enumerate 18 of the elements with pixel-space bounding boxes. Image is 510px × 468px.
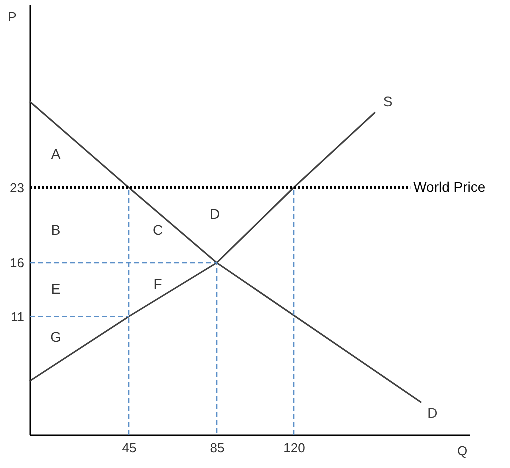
annotation: C: [152, 222, 164, 238]
y-axis-title: P: [8, 10, 17, 24]
annotation: F: [154, 276, 162, 292]
annotation: E: [51, 281, 61, 297]
annotation: B: [51, 222, 61, 238]
x-tick-label: 85: [210, 440, 225, 456]
series-label: D: [428, 404, 438, 421]
y-tick-label: 11: [11, 309, 24, 324]
annotation: D: [210, 206, 220, 222]
x-tick-label: 120: [284, 440, 306, 456]
x-axis-title: Q: [457, 444, 468, 458]
x-tick-label: 45: [122, 440, 137, 456]
y-tick-label: 23: [10, 180, 24, 196]
series-label: S: [383, 94, 393, 110]
annotation: G: [50, 329, 62, 345]
series-label: World Price: [414, 178, 486, 195]
annotation: A: [51, 146, 62, 162]
y-tick-label: 16: [10, 256, 24, 270]
